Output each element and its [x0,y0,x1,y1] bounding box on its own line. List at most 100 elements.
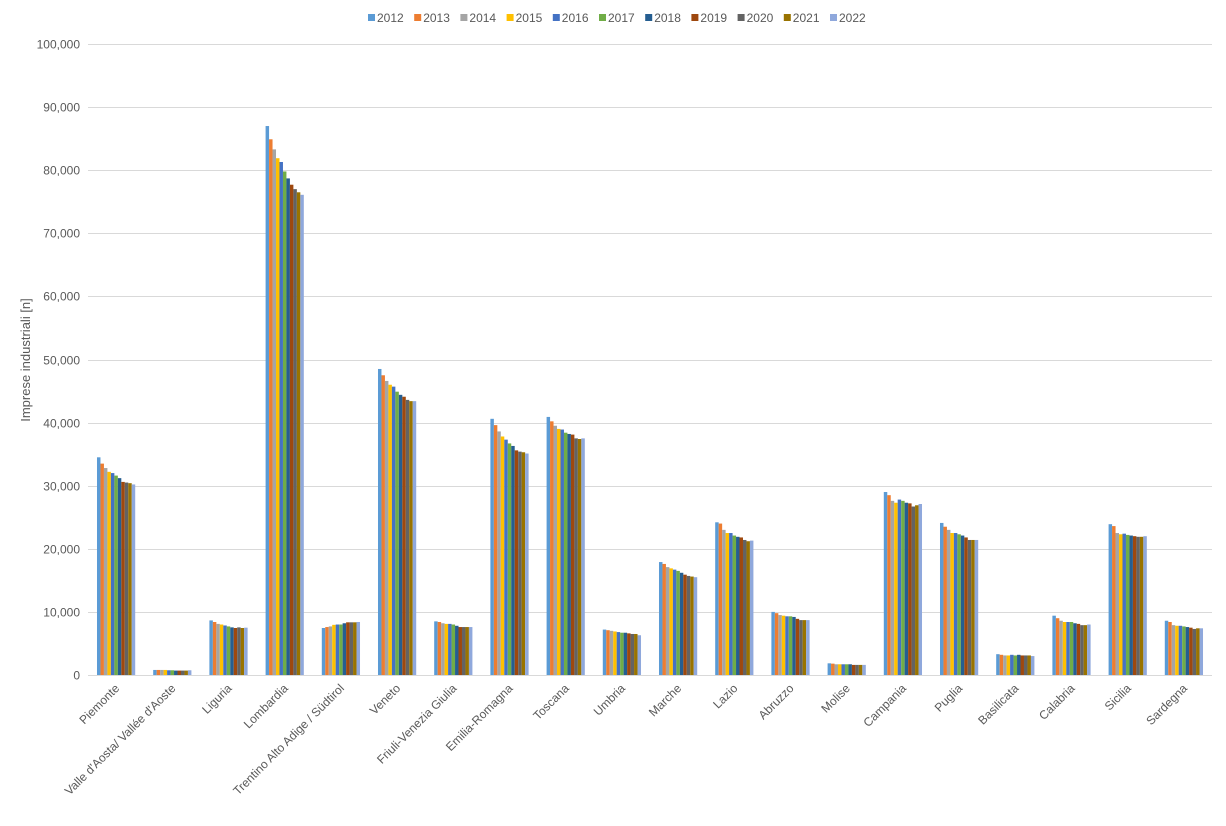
bar-2015-12 [781,615,786,675]
legend-label: 2012 [377,11,404,25]
bar-2019-16 [1020,655,1024,675]
bar-2012-11 [715,522,719,675]
bar-2016-15 [953,533,958,675]
x-tick-label: Toscana [530,681,572,723]
bar-2021-6 [465,627,469,675]
bar-2019-12 [795,618,800,675]
bar-2022-5 [412,401,417,675]
bar-2020-2 [237,627,241,675]
bar-2012-2 [209,620,213,675]
legend-swatch [414,14,422,21]
bar-2018-10 [679,572,684,675]
y-tick-label: 30,000 [43,480,80,494]
bar-2015-5 [388,384,392,675]
bar-2022-1 [187,670,192,675]
bar-2013-8 [550,421,554,675]
legend-swatch [691,14,699,21]
bar-2012-13 [827,663,832,675]
bar-2016-11 [729,533,733,675]
bar-2020-10 [686,575,691,675]
bar-2014-10 [665,567,670,675]
bar-2022-6 [468,627,473,675]
bar-2021-2 [240,627,245,675]
y-tick-label: 90,000 [43,101,80,115]
bar-2022-2 [244,627,248,675]
bar-2018-19 [1185,627,1190,675]
x-tick-label: Piemonte [76,681,122,727]
bar-2016-5 [391,386,396,675]
y-axis-label: Imprese industriali [n] [18,298,33,422]
bar-2014-2 [216,623,220,675]
bar-2018-6 [455,625,459,675]
x-tick-label: Veneto [367,681,404,718]
bar-2014-5 [384,380,389,675]
bar-2018-7 [511,445,515,675]
bar-2014-3 [272,149,277,675]
bar-2019-19 [1189,627,1193,675]
x-tick-label: Molise [818,681,853,716]
bar-2020-5 [405,399,410,675]
bar-2014-0 [103,468,108,675]
bar-2013-11 [718,523,723,675]
bar-2017-16 [1013,655,1018,675]
bar-2012-14 [883,492,888,675]
bar-2022-0 [131,484,136,675]
bar-2014-8 [553,425,558,675]
y-tick-label: 80,000 [43,164,80,178]
bar-2015-14 [894,502,898,675]
legend-label: 2022 [839,11,866,25]
legend-swatch [783,14,791,21]
x-tick-label: Liguria [199,681,235,717]
bar-2021-10 [690,576,694,675]
bar-2015-18 [1119,534,1123,675]
y-tick-label: 60,000 [43,290,80,304]
bar-2021-15 [971,539,975,675]
bar-2013-1 [156,669,161,675]
legend-item-2013: 2013 [414,11,450,25]
bar-2022-11 [749,540,754,675]
bar-2016-6 [448,623,452,675]
bar-2021-5 [409,401,413,675]
bar-2020-19 [1192,628,1197,675]
legend-item-2015: 2015 [506,11,543,25]
bar-2020-16 [1023,655,1028,675]
x-tick-label: Umbria [591,681,628,718]
bar-2018-3 [286,178,290,675]
bar-2012-3 [265,126,270,675]
y-tick-label: 40,000 [43,417,80,431]
bar-2013-15 [943,526,947,675]
bar-2012-8 [546,416,551,675]
bar-2017-2 [226,626,231,675]
bar-2019-5 [402,396,406,675]
bar-2015-0 [107,471,111,675]
bar-2021-19 [1196,628,1200,675]
bar-2019-4 [346,622,350,675]
bar-2018-9 [623,632,628,675]
bar-2018-11 [736,536,740,675]
bar-2013-14 [887,495,891,675]
bar-2012-17 [1052,615,1056,675]
bar-2016-4 [335,624,340,675]
bar-2014-12 [778,615,782,675]
bar-2022-4 [356,621,361,675]
bar-2013-7 [493,425,498,675]
bar-2012-18 [1108,524,1113,675]
bar-2020-18 [1136,536,1140,675]
bar-2021-11 [746,541,750,675]
bar-2019-9 [627,633,631,675]
bar-2017-5 [395,391,399,675]
legend-swatch [737,14,745,21]
bar-2015-19 [1175,625,1179,675]
y-tick-label: 20,000 [43,543,80,557]
bar-2020-8 [574,438,578,675]
bar-2021-14 [915,505,919,675]
y-axis-ticks: 0 10,000 20,000 30,000 40,000 50,000 60,000 70,… [37,38,81,683]
bar-2012-9 [602,629,607,675]
bar-2012-4 [321,627,326,675]
bar-2016-9 [616,632,621,675]
gridlines [88,44,1212,613]
bar-2020-4 [349,622,354,675]
bar-2012-15 [939,522,944,675]
